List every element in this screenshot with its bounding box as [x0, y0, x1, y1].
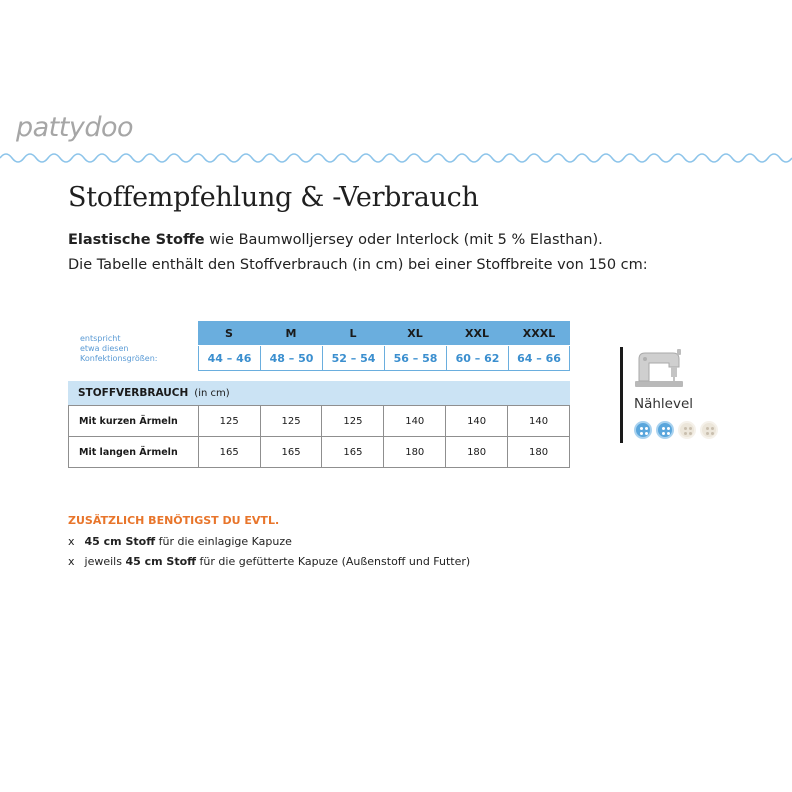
stoffverbrauch-table: Mit kurzen Ärmeln 125 125 125 140 140 14… — [68, 405, 570, 468]
size-cell: XL — [407, 326, 423, 340]
size-label-line: entspricht — [80, 334, 121, 343]
table-cell: 180 — [383, 436, 447, 468]
level-button-active-icon — [634, 421, 652, 439]
table-cell: 165 — [321, 436, 385, 468]
level-button-inactive-icon — [678, 421, 696, 439]
level-button-active-icon — [656, 421, 674, 439]
intro-bold: Elastische Stoffe — [68, 232, 205, 248]
intro-line-2: Die Tabelle enthält den Stoffverbrauch (… — [68, 257, 648, 273]
size-label-line: etwa diesen — [80, 344, 129, 353]
intro-rest: wie Baumwolljersey oder Interlock (mit 5… — [204, 232, 603, 248]
naehlevel-rating — [634, 421, 718, 439]
extras-heading: ZUSÄTZLICH BENÖTIGST DU EVTL. — [68, 514, 280, 527]
table-cell: 125 — [197, 405, 261, 437]
table-cell: 125 — [259, 405, 323, 437]
konfektion-cell: 48 – 50 — [260, 346, 322, 370]
page-title: Stoffempfehlung & -Verbrauch — [68, 182, 479, 213]
naehlevel-label: Nählevel — [634, 396, 694, 412]
konfektion-cell: 44 – 46 — [198, 346, 260, 370]
size-cell: XXL — [465, 326, 489, 340]
size-cell: XXXL — [522, 326, 556, 340]
item-pre: jeweils — [84, 555, 126, 568]
pattydoo-logo: pattydoo — [16, 112, 134, 143]
konfektion-row: 44 – 46 48 – 50 52 – 54 56 – 58 60 – 62 … — [198, 346, 570, 371]
row-label: Mit kurzen Ärmeln — [68, 405, 199, 437]
table-cell: 125 — [321, 405, 385, 437]
table-cell: 165 — [197, 436, 261, 468]
item-bold: 45 cm Stoff — [84, 535, 156, 548]
size-header-row: S M L XL XXL XXXL — [198, 321, 570, 345]
size-cell: M — [285, 326, 297, 340]
item-rest: für die gefütterte Kapuze (Außenstoff un… — [196, 555, 471, 568]
konfektion-cell: 52 – 54 — [322, 346, 384, 370]
stoffverbrauch-unit: (in cm) — [194, 387, 230, 399]
table-cell: 180 — [507, 436, 570, 468]
level-button-inactive-icon — [700, 421, 718, 439]
size-cell: S — [225, 326, 233, 340]
table-cell: 140 — [445, 405, 509, 437]
wave-divider — [0, 153, 792, 163]
size-cell: L — [349, 326, 357, 340]
sewing-machine-icon — [635, 349, 683, 387]
item-bold: 45 cm Stoff — [125, 555, 197, 568]
table-row: Mit langen Ärmeln 165 165 165 180 180 18… — [68, 436, 570, 468]
list-marker: x — [68, 535, 75, 548]
naehlevel-divider — [620, 347, 623, 443]
list-marker: x — [68, 555, 75, 568]
list-item: x jeweils 45 cm Stoff für die gefütterte … — [68, 555, 470, 568]
item-rest: für die einlagige Kapuze — [155, 535, 292, 548]
stoffverbrauch-header: STOFFVERBRAUCH (in cm) — [68, 381, 570, 405]
table-cell: 180 — [445, 436, 509, 468]
konfektion-cell: 60 – 62 — [446, 346, 508, 370]
intro-line-1: Elastische Stoffe wie Baumwolljersey ode… — [68, 232, 768, 248]
konfektion-cell: 56 – 58 — [384, 346, 446, 370]
size-label-line: Konfektionsgrößen: — [80, 354, 158, 363]
row-label: Mit langen Ärmeln — [68, 436, 199, 468]
table-row: Mit kurzen Ärmeln 125 125 125 140 140 14… — [68, 405, 570, 437]
size-table-label: entspricht etwa diesen Konfektionsgrößen… — [80, 334, 158, 364]
table-cell: 140 — [507, 405, 570, 437]
table-cell: 165 — [259, 436, 323, 468]
list-item: x 45 cm Stoff für die einlagige Kapuze — [68, 535, 292, 548]
table-cell: 140 — [383, 405, 447, 437]
stoffverbrauch-title: STOFFVERBRAUCH — [78, 387, 189, 399]
konfektion-cell: 64 – 66 — [508, 346, 570, 370]
